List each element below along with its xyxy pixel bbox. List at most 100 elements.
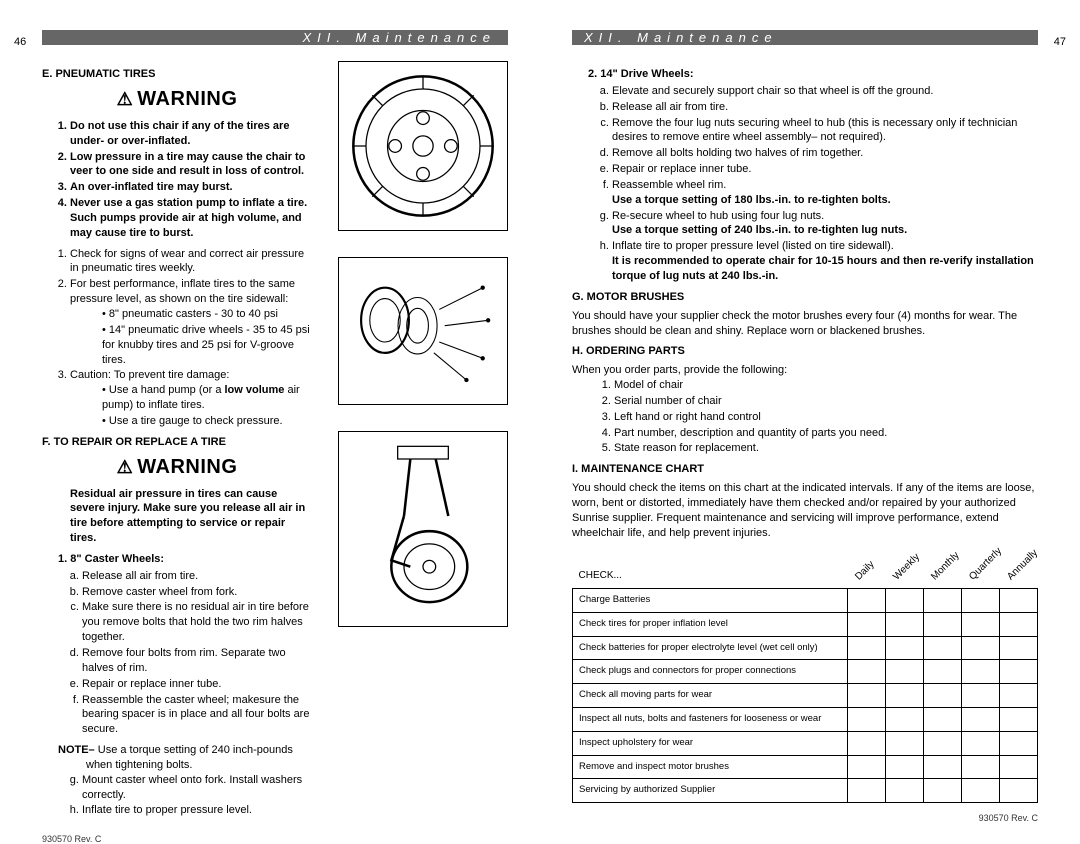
- figure-column: [328, 61, 508, 824]
- check-cell: [1000, 779, 1038, 803]
- row-label: Inspect all nuts, bolts and fasteners fo…: [573, 708, 848, 732]
- section-h-list: Model of chair Serial number of chair Le…: [572, 378, 1038, 456]
- t: Reassemble wheel rim.: [612, 179, 726, 191]
- step: Elevate and securely support chair so th…: [612, 84, 1038, 99]
- row-label: Charge Batteries: [573, 588, 848, 612]
- check-cell: [924, 708, 962, 732]
- row-label: Servicing by authorized Supplier: [573, 779, 848, 803]
- row-label: Remove and inspect motor brushes: [573, 755, 848, 779]
- table-row: Inspect all nuts, bolts and fasteners fo…: [573, 708, 1038, 732]
- note-label: NOTE–: [58, 744, 95, 756]
- check-cell: [848, 684, 886, 708]
- t: Inflate tire to proper pressure level (l…: [612, 240, 894, 252]
- check-cell: [962, 708, 1000, 732]
- header-bar-right: XII. Maintenance 47: [572, 30, 1038, 45]
- figure-caster: [338, 431, 508, 626]
- warning-heading: WARNING: [42, 454, 312, 481]
- step: Release all air from tire.: [612, 100, 1038, 115]
- check-cell: [848, 612, 886, 636]
- page-number: 46: [14, 36, 26, 48]
- maintenance-table: CHECK... Daily Weekly Monthly Quarterly …: [572, 548, 1038, 803]
- col-head: Quarterly: [962, 548, 1000, 588]
- check-cell: [962, 684, 1000, 708]
- bold-note: Use a torque setting of 240 lbs.-in. to …: [612, 224, 907, 236]
- table-row: Charge Batteries: [573, 588, 1038, 612]
- list-item: Model of chair: [614, 378, 1038, 393]
- footer-right: 930570 Rev. C: [572, 803, 1038, 823]
- bullet: Use a hand pump (or a low volume air pum…: [102, 383, 312, 413]
- list-text: Caution: To prevent tire damage:: [70, 369, 229, 381]
- col-head: Monthly: [924, 548, 962, 588]
- drive-steps: Elevate and securely support chair so th…: [572, 84, 1038, 284]
- table-row: Check batteries for proper electrolyte l…: [573, 636, 1038, 660]
- check-cell: [1000, 660, 1038, 684]
- list-item: Part number, description and quantity of…: [614, 426, 1038, 441]
- list-item: Low pressure in a tire may cause the cha…: [70, 150, 312, 180]
- step: Reassemble wheel rim.Use a torque settin…: [612, 178, 1038, 208]
- list-item: Left hand or right hand control: [614, 410, 1038, 425]
- check-cell: [962, 755, 1000, 779]
- col-label: Monthly: [928, 550, 962, 584]
- check-cell: [924, 684, 962, 708]
- section-e-list: Do not use this chair if any of the tire…: [42, 119, 312, 241]
- col-label: Daily: [852, 559, 877, 584]
- bullet: 8" pneumatic casters - 30 to 40 psi: [102, 307, 312, 322]
- tire-icon: [347, 70, 499, 222]
- col-head: Daily: [848, 548, 886, 588]
- check-cell: [1000, 708, 1038, 732]
- page-number: 47: [1054, 36, 1066, 48]
- section-h-title: H. ORDERING PARTS: [572, 344, 1038, 359]
- check-cell: [886, 755, 924, 779]
- list-item: Do not use this chair if any of the tire…: [70, 119, 312, 149]
- step: Mount caster wheel onto fork. Install wa…: [82, 773, 312, 803]
- maintenance-table-wrap: CHECK... Daily Weekly Monthly Quarterly …: [572, 548, 1038, 803]
- bullet: Use a tire gauge to check pressure.: [102, 414, 312, 429]
- row-label: Check plugs and connectors for proper co…: [573, 660, 848, 684]
- note: NOTE– Use a torque setting of 240 inch-p…: [42, 743, 312, 773]
- table-row: Check all moving parts for wear: [573, 684, 1038, 708]
- list-item: Never use a gas station pump to inflate …: [70, 196, 312, 241]
- table-row: Remove and inspect motor brushes: [573, 755, 1038, 779]
- check-cell: [924, 731, 962, 755]
- section-e-title: E. PNEUMATIC TIRES: [42, 67, 312, 82]
- list-item: An over-inflated tire may burst.: [70, 180, 312, 195]
- bullet-list: Use a hand pump (or a low volume air pum…: [70, 383, 312, 429]
- section-e-list2: Check for signs of wear and correct air …: [42, 247, 312, 429]
- note-text: Use a torque setting of 240 inch-pounds …: [86, 744, 293, 771]
- check-cell: [1000, 588, 1038, 612]
- drive-wheels-title: 2. 14" Drive Wheels:: [588, 67, 1038, 82]
- check-cell: [924, 755, 962, 779]
- text-column: E. PNEUMATIC TIRES WARNING Do not use th…: [42, 61, 312, 824]
- check-cell: [886, 588, 924, 612]
- check-cell: [886, 708, 924, 732]
- section-g-text: You should have your supplier check the …: [572, 309, 1038, 339]
- list-item: For best performance, inflate tires to t…: [70, 277, 312, 367]
- row-label: Check all moving parts for wear: [573, 684, 848, 708]
- check-cell: [848, 755, 886, 779]
- check-cell: [886, 660, 924, 684]
- step: Repair or replace inner tube.: [612, 162, 1038, 177]
- step: Make sure there is no residual air in ti…: [82, 600, 312, 645]
- page-spread: 46 XII. Maintenance E. PNEUMATIC TIRES W…: [0, 0, 1080, 834]
- section-f-title: F. TO REPAIR OR REPLACE A TIRE: [42, 435, 312, 450]
- warning-text: Residual air pressure in tires can cause…: [42, 487, 312, 546]
- section-i-title: I. MAINTENANCE CHART: [572, 462, 1038, 477]
- step: Reassemble the caster wheel; makesure th…: [82, 693, 312, 738]
- figure-wheel-exploded: [338, 257, 508, 405]
- check-cell: [1000, 755, 1038, 779]
- check-label: CHECK...: [573, 548, 848, 588]
- check-cell: [848, 660, 886, 684]
- figure-tire: [338, 61, 508, 231]
- col-label: Weekly: [890, 551, 923, 584]
- check-cell: [848, 636, 886, 660]
- check-cell: [962, 660, 1000, 684]
- check-cell: [848, 731, 886, 755]
- check-cell: [886, 779, 924, 803]
- col-label: Annually: [1004, 547, 1041, 584]
- step: Remove four bolts from rim. Separate two…: [82, 646, 312, 676]
- t: Use a hand pump (or a: [109, 384, 225, 396]
- row-label: Check tires for proper inflation level: [573, 612, 848, 636]
- warning-heading: WARNING: [42, 86, 312, 113]
- check-cell: [1000, 612, 1038, 636]
- step: Re-secure wheel to hub using four lug nu…: [612, 209, 1038, 239]
